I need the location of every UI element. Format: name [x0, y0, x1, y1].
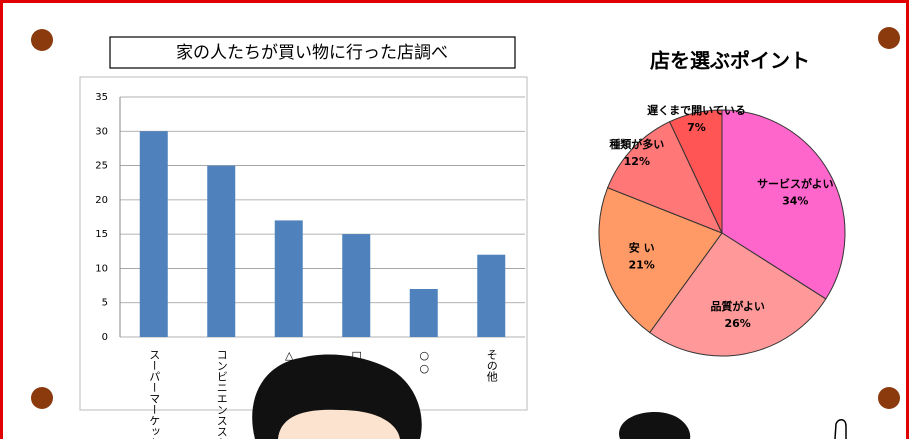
bar — [207, 166, 235, 337]
x-tick-label: ○○ — [418, 349, 431, 375]
page: 家の人たちが買い物に行った店調べ 店を選ぶポイント 0 5 10 15 20 25 30 35… — [0, 0, 909, 439]
y-tick-label: 15 — [95, 229, 108, 240]
slice-value-label: 12% — [624, 155, 650, 168]
y-tick-label: 20 — [95, 195, 108, 206]
pin — [31, 387, 53, 409]
y-tick-label: 35 — [95, 92, 108, 103]
bar-chart-title: 家の人たちが買い物に行った店調べ — [176, 43, 448, 63]
slice-value-label: 26% — [725, 317, 751, 330]
slice-label: 安 い — [629, 240, 655, 254]
bar — [342, 234, 370, 337]
pin — [878, 27, 900, 49]
y-tick-label: 25 — [95, 161, 108, 172]
poster: 家の人たちが買い物に行った店調べ 店を選ぶポイント 0 5 10 15 20 25 30 35… — [0, 0, 909, 439]
bar — [140, 131, 168, 337]
slice-value-label: 7% — [687, 121, 706, 134]
pie-chart-title: 店を選ぶポイント — [650, 49, 810, 73]
y-tick-label: 10 — [95, 263, 108, 274]
x-tick-label: コンビニエンスストア — [215, 349, 228, 439]
y-tick-label: 5 — [102, 298, 108, 309]
bar — [477, 255, 505, 337]
x-tick-label: その他 — [485, 349, 498, 382]
y-tick-label: 0 — [102, 332, 108, 343]
slice-label: サービスがよい — [757, 177, 833, 191]
slice-label: 品質がよい — [710, 299, 764, 313]
slice-value-label: 21% — [629, 258, 655, 271]
slice-label: 遅くまで開いている — [647, 104, 746, 117]
pin — [31, 29, 53, 51]
x-tick-label: スーパーマーケット — [148, 349, 161, 439]
slice-value-label: 34% — [782, 195, 808, 208]
slice-label: 種類が多い — [609, 137, 664, 151]
bar — [275, 220, 303, 337]
bar — [410, 289, 438, 337]
pin — [878, 387, 900, 409]
y-tick-label: 30 — [95, 126, 108, 137]
